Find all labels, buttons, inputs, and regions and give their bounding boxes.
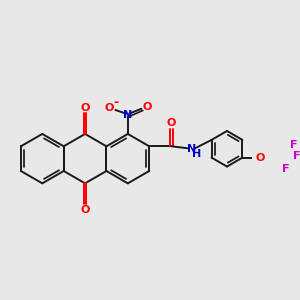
- Text: O: O: [256, 153, 265, 163]
- Text: O: O: [167, 118, 176, 128]
- Text: F: F: [290, 140, 298, 150]
- Text: O: O: [80, 103, 90, 112]
- Text: N: N: [123, 110, 133, 120]
- Text: N: N: [187, 144, 196, 154]
- Text: O: O: [142, 102, 152, 112]
- Text: O: O: [104, 103, 114, 113]
- Text: H: H: [193, 149, 202, 159]
- Text: F: F: [293, 151, 300, 161]
- Text: -: -: [113, 96, 118, 109]
- Text: O: O: [80, 205, 90, 215]
- Text: F: F: [282, 164, 290, 173]
